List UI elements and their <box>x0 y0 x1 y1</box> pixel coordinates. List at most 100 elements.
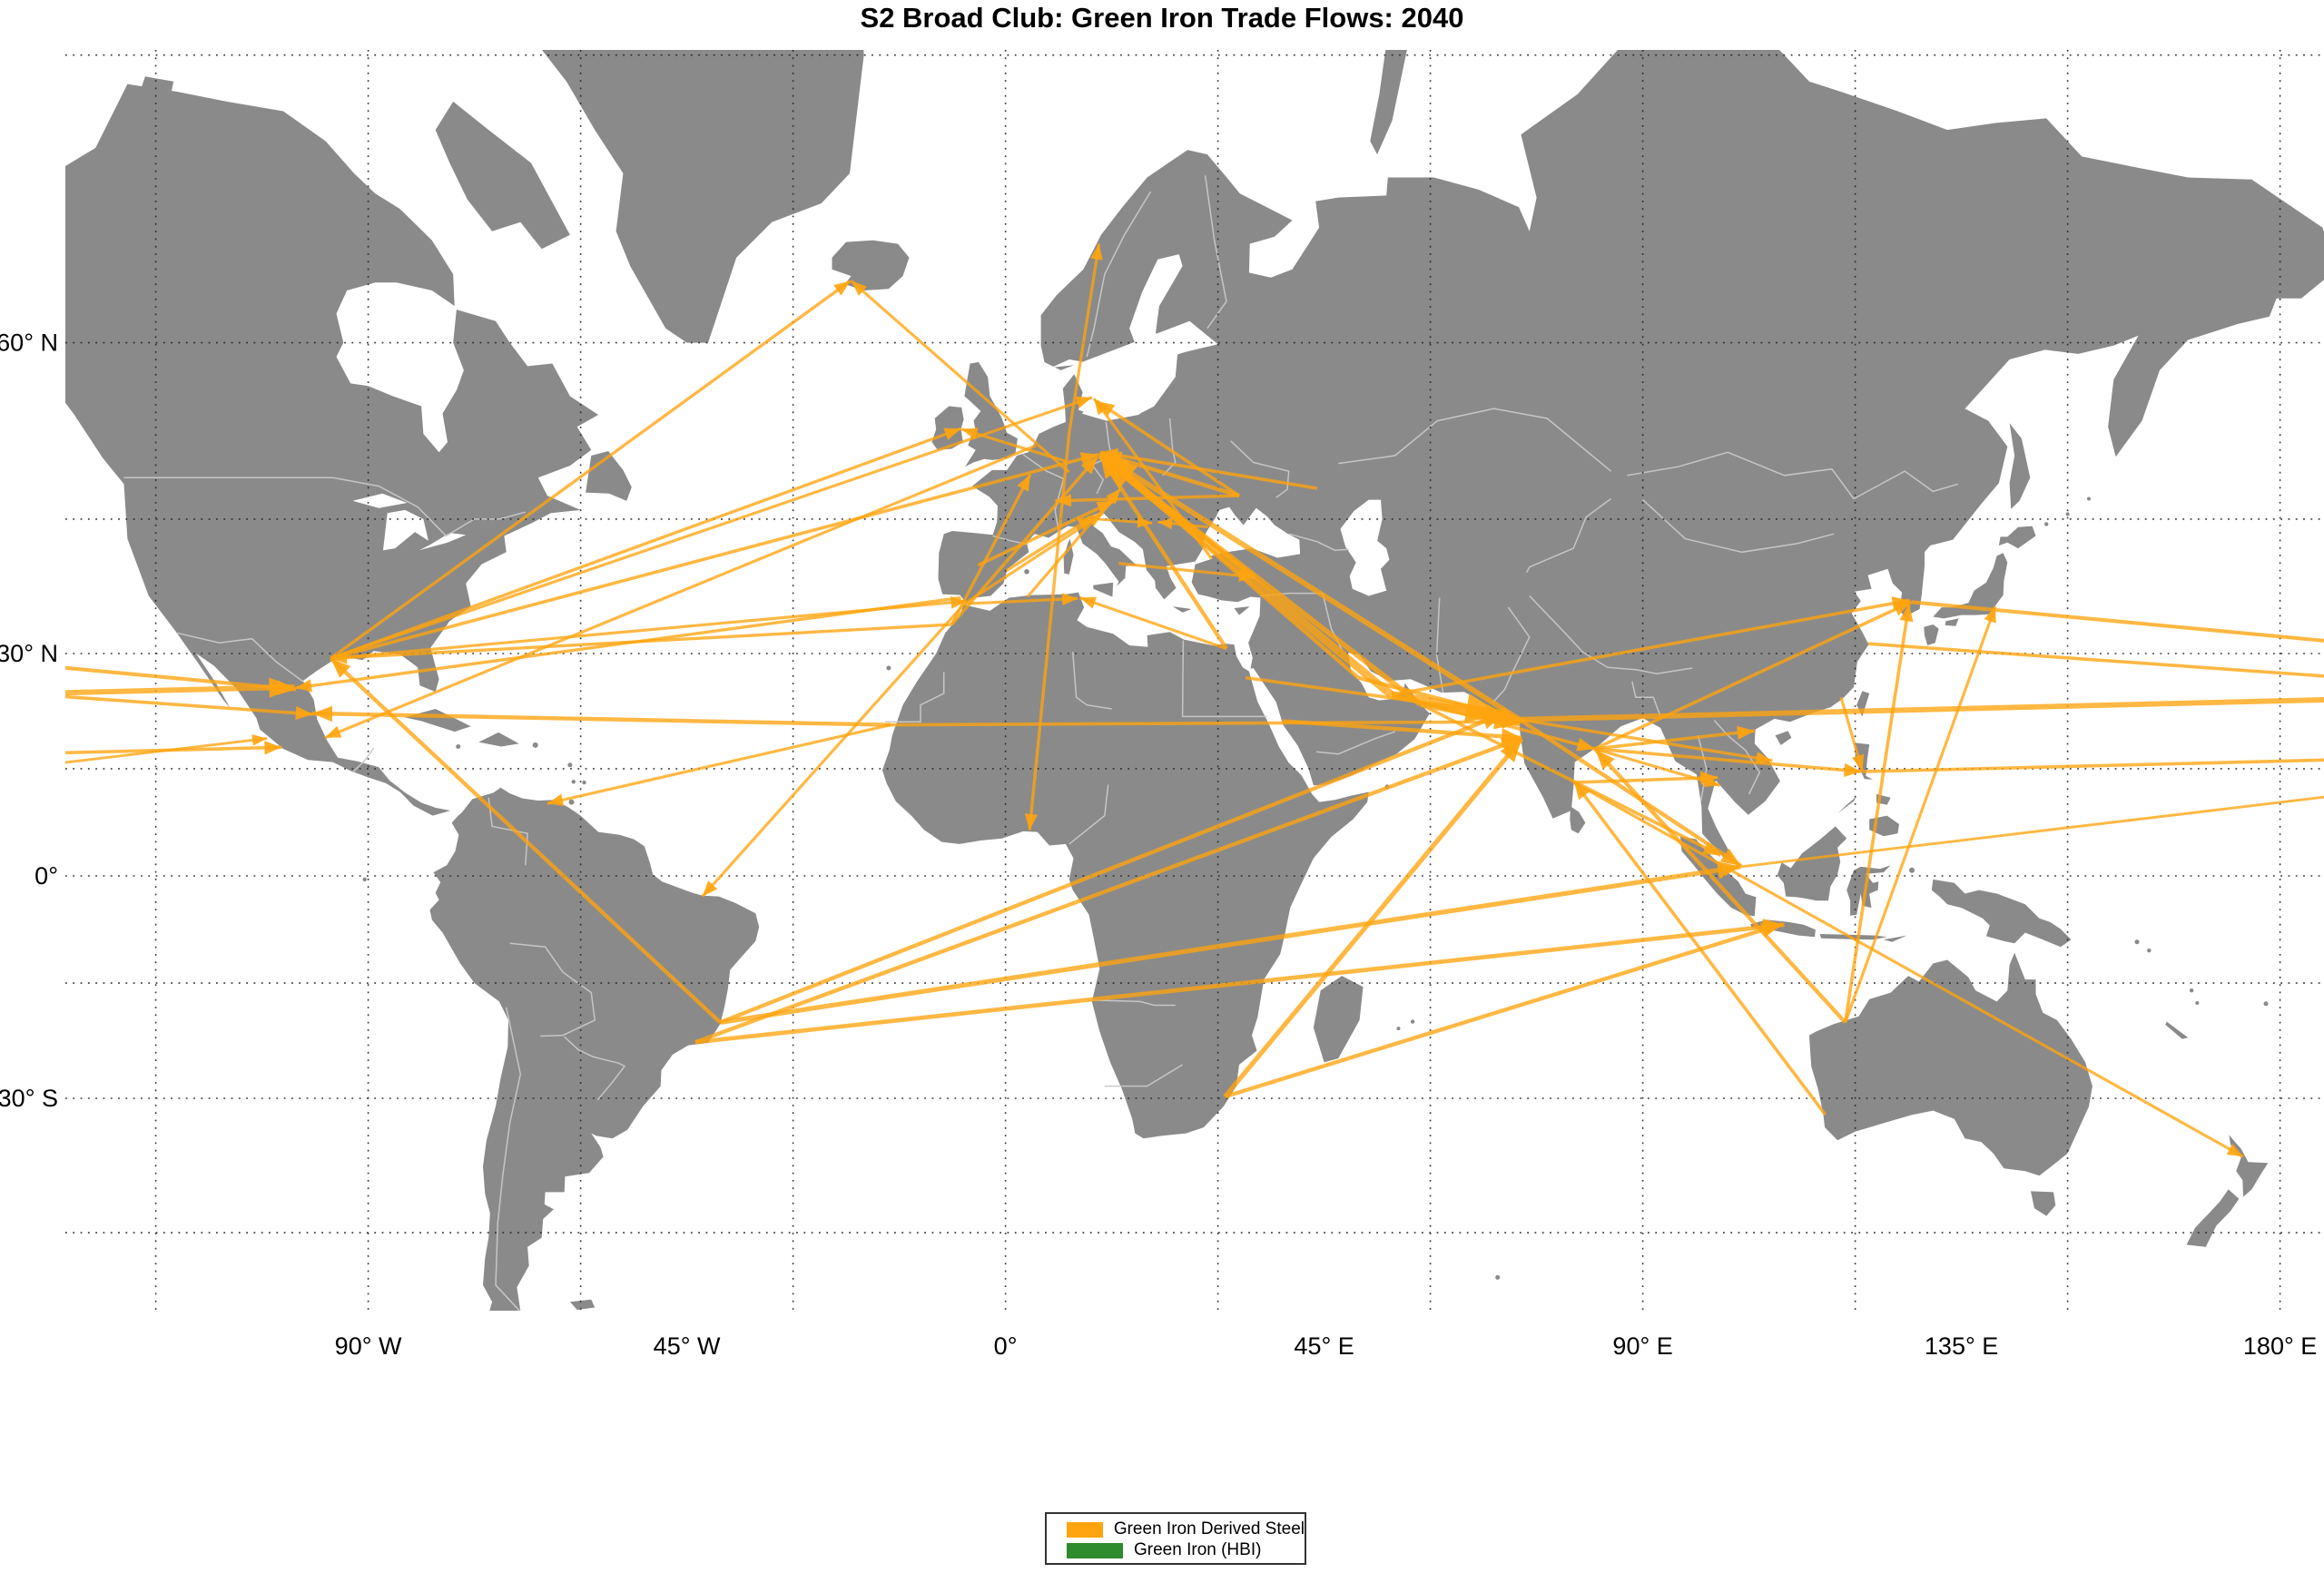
lat-tick-label: 30° S <box>0 1085 58 1112</box>
legend: Green Iron Derived Steel Green Iron (HBI… <box>1045 1512 1306 1565</box>
flow-line <box>330 599 967 660</box>
flow-line <box>850 280 1070 474</box>
flow-arrowhead <box>1102 456 1130 478</box>
landmass <box>832 240 910 290</box>
flow-arrowhead <box>1080 457 1098 475</box>
flow-line <box>694 736 1522 1045</box>
landmass <box>938 50 2324 863</box>
flow-line <box>330 396 1093 660</box>
flow-arrowhead <box>1061 593 1078 606</box>
country-border <box>1104 1064 1183 1087</box>
legend-swatch-hbi-icon <box>1067 1542 1123 1558</box>
small-island <box>582 780 586 785</box>
flow-line <box>1099 457 1228 650</box>
flow-arrowhead <box>1891 596 1910 611</box>
flow-arrowhead <box>1717 860 1741 880</box>
lon-tick-label: 45° E <box>1294 1332 1354 1360</box>
flow-arrowhead <box>330 651 348 664</box>
country-border <box>1068 784 1109 845</box>
country-border <box>1529 595 1693 674</box>
country-border <box>1230 440 1290 498</box>
flow-arrowhead <box>1984 606 1996 624</box>
flow-line <box>891 720 1520 727</box>
flow-line <box>324 444 1037 740</box>
flow-line <box>1005 515 1095 573</box>
landmass <box>1931 879 2072 948</box>
small-island <box>1396 1027 1401 1031</box>
flow-arrowhead <box>1844 762 1862 778</box>
landmass <box>2165 1021 2189 1039</box>
landmass <box>1837 796 1857 814</box>
flow-line <box>329 656 722 1025</box>
small-island <box>568 799 575 805</box>
country-border <box>509 942 596 1037</box>
country-border <box>1088 999 1176 1007</box>
landmass <box>964 362 1018 467</box>
flow-line <box>1594 747 1862 773</box>
landmass <box>1172 606 1192 613</box>
flow-line <box>1519 697 2324 723</box>
landmass <box>404 709 471 732</box>
flow-arrowhead <box>943 428 961 440</box>
landmass <box>1998 526 2036 549</box>
flow-arrowhead <box>1759 922 1782 938</box>
flow-arrowhead <box>961 428 979 440</box>
flow-arrowhead <box>1719 848 1741 867</box>
landmass <box>541 50 864 343</box>
country-border <box>564 1036 626 1101</box>
legend-swatch-steel-icon <box>1067 1521 1103 1538</box>
flow-line <box>1911 600 2324 643</box>
small-island <box>571 780 576 784</box>
flow-arrowhead <box>1106 488 1121 505</box>
landmass <box>881 592 1369 1139</box>
inland-sea <box>352 493 408 508</box>
small-island <box>2189 988 2194 993</box>
flow-arrowhead <box>330 658 351 678</box>
country-border <box>1315 731 1395 755</box>
flow-line <box>1862 758 2324 773</box>
small-island <box>2134 939 2140 945</box>
small-island <box>567 762 573 768</box>
landmass <box>1570 806 1586 834</box>
small-island <box>2044 522 2049 526</box>
legend-item-green-iron-hbi: Green Iron (HBI) <box>1067 1540 1305 1560</box>
landmass <box>1234 606 1250 615</box>
small-island <box>1024 569 1029 575</box>
legend-label-steel: Green Iron Derived Steel <box>1113 1519 1305 1539</box>
country-border <box>1697 735 1708 801</box>
flow-arrowhead <box>295 679 312 693</box>
flow-line <box>719 864 1741 1025</box>
flow-arrowhead <box>1024 813 1038 831</box>
landmass <box>1679 836 1757 917</box>
flow-line <box>1867 642 2324 678</box>
landmass <box>429 787 760 1311</box>
flow-line <box>1092 398 1213 560</box>
flow-arrowhead <box>251 734 268 746</box>
country-border <box>1631 681 1661 717</box>
landmass <box>131 76 174 135</box>
flow-arrowhead <box>1157 517 1173 530</box>
country-border <box>1181 640 1267 718</box>
country-border <box>1853 470 1958 500</box>
flow-arrowhead <box>1737 725 1755 740</box>
lon-tick-label: 180° E <box>2243 1332 2317 1360</box>
flow-line <box>65 684 295 696</box>
page-title: S2 Broad Club: Green Iron Trade Flows: 2… <box>860 2 1464 34</box>
country-border <box>1627 451 1855 499</box>
flow-arrowhead <box>276 680 296 695</box>
lake-layer <box>336 254 1390 596</box>
lon-tick-label: 90° E <box>1612 1332 1672 1360</box>
inland-sea <box>1051 254 1217 421</box>
flow-line <box>1594 729 1756 751</box>
landmass <box>65 84 599 816</box>
lon-tick-label: 45° W <box>654 1332 721 1360</box>
flow-line <box>1843 603 1911 1023</box>
flow-arrowhead <box>1500 737 1522 753</box>
landmass <box>1777 826 1847 901</box>
lon-tick-label: 0° <box>994 1332 1018 1360</box>
flow-line <box>1518 717 1743 868</box>
landmass <box>1370 50 1407 155</box>
map-layers <box>65 50 2324 1311</box>
country-border <box>495 1007 522 1311</box>
